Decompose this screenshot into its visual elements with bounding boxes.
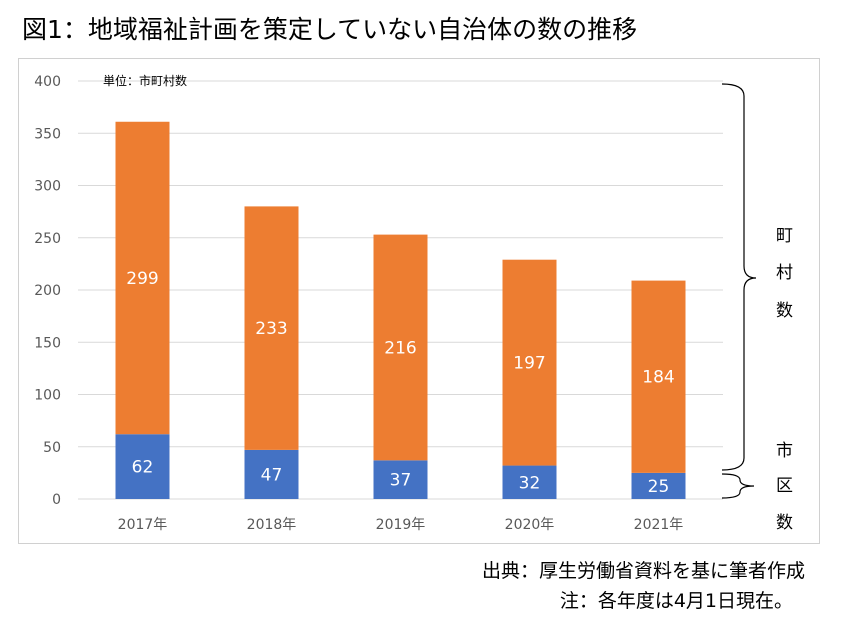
bar-segment-city-ward bbox=[373, 460, 428, 499]
bar-segment-town-village bbox=[115, 121, 170, 435]
x-tick-label: 2017年 bbox=[118, 517, 168, 533]
city-ward-brace bbox=[721, 473, 755, 499]
x-tick-label: 2021年 bbox=[634, 517, 684, 533]
bar-segment-city-ward bbox=[631, 472, 686, 499]
data-label: 184 bbox=[642, 368, 674, 388]
data-label: 299 bbox=[126, 269, 158, 289]
data-label: 216 bbox=[384, 338, 416, 358]
x-tick-label: 2018年 bbox=[247, 517, 297, 533]
brace-label-son: 村 bbox=[776, 263, 793, 283]
y-tick-label: 250 bbox=[34, 231, 61, 247]
brace-label-ku: 区 bbox=[776, 476, 793, 496]
brace-label-su-2: 数 bbox=[776, 513, 793, 533]
bar-segment-city-ward bbox=[244, 449, 299, 499]
town-village-brace bbox=[721, 83, 757, 471]
x-tick-label: 2019年 bbox=[376, 517, 426, 533]
data-label: 197 bbox=[513, 354, 545, 374]
brace-label-shi: 市 bbox=[776, 441, 793, 461]
data-label: 62 bbox=[132, 458, 154, 478]
data-label: 32 bbox=[519, 473, 541, 493]
bar-segment-town-village bbox=[373, 234, 428, 461]
chart-title: 図1：地域福祉計画を策定していない自治体の数の推移 bbox=[22, 15, 638, 44]
y-tick-label: 400 bbox=[34, 74, 61, 90]
brace-label-su-1: 数 bbox=[776, 301, 793, 321]
bar-segment-town-village bbox=[244, 206, 299, 450]
y-tick-label: 0 bbox=[52, 492, 61, 508]
x-tick-label: 2020年 bbox=[505, 517, 555, 533]
data-label: 47 bbox=[261, 465, 283, 485]
y-tick-label: 100 bbox=[34, 388, 61, 404]
y-tick-label: 300 bbox=[34, 179, 61, 195]
bar-segment-city-ward bbox=[502, 465, 557, 499]
date-note: 注：各年度は4月1日現在。 bbox=[559, 590, 793, 612]
y-tick-label: 150 bbox=[34, 335, 61, 351]
y-tick-label: 200 bbox=[34, 283, 61, 299]
unit-label: 単位：市町村数 bbox=[103, 74, 188, 88]
bar-segment-town-village bbox=[502, 259, 557, 466]
data-label: 25 bbox=[648, 477, 670, 497]
bar-segment-city-ward bbox=[115, 434, 170, 499]
y-tick-label: 50 bbox=[43, 440, 61, 456]
bar-segment-town-village bbox=[631, 280, 686, 473]
data-label: 37 bbox=[390, 471, 412, 491]
data-label: 233 bbox=[255, 319, 287, 339]
source-note: 出典：厚生労働省資料を基に筆者作成 bbox=[481, 560, 805, 582]
brace-label-cho: 町 bbox=[776, 226, 793, 246]
y-tick-label: 350 bbox=[34, 126, 61, 142]
